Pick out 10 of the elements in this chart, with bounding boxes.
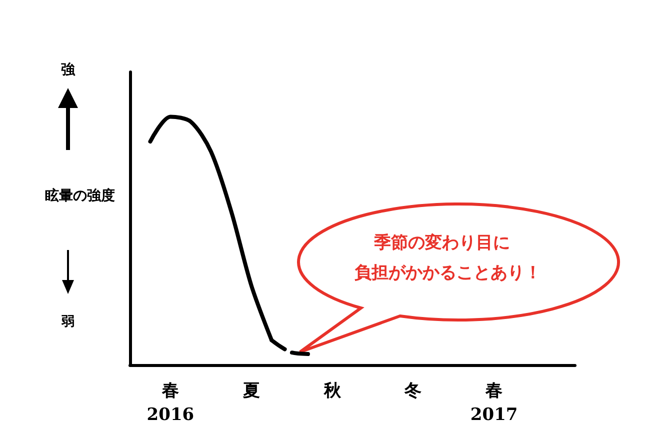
annotation: 季節の変わり目に [373, 233, 510, 253]
x-tick-label: 秋 [322, 381, 342, 401]
annotation: 負担がかかることあり！ [354, 263, 542, 283]
x-tick-label: 夏 [242, 381, 260, 401]
text: 弱 [60, 314, 74, 330]
y-axis-title: 眩暈の強度 [45, 187, 115, 204]
x-tick-label: 春 2016 [146, 381, 194, 425]
x-tick-label: 春 2017 [470, 381, 518, 425]
text: 強 [61, 62, 76, 78]
x-tick-label: 冬 [404, 381, 422, 401]
